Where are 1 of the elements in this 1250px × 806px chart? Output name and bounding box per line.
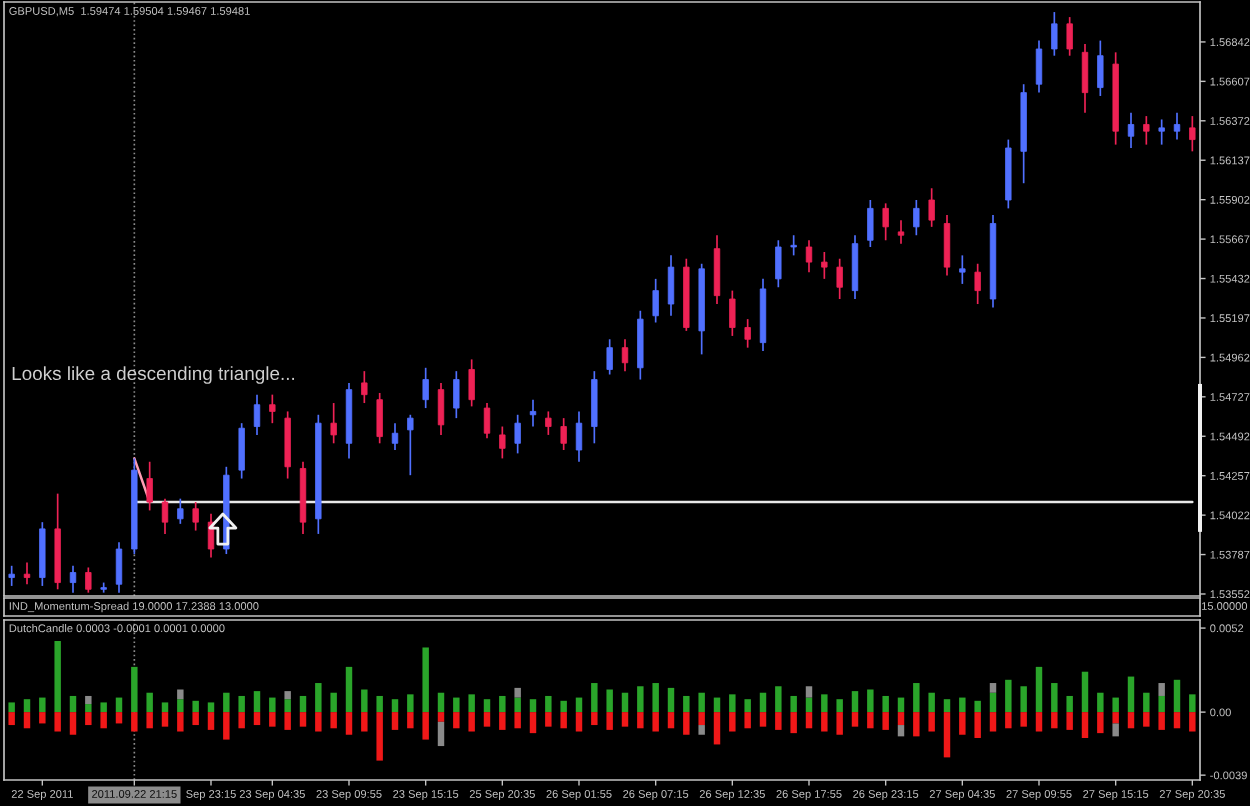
annotation: Looks like a descending triangle... [12, 366, 295, 384]
